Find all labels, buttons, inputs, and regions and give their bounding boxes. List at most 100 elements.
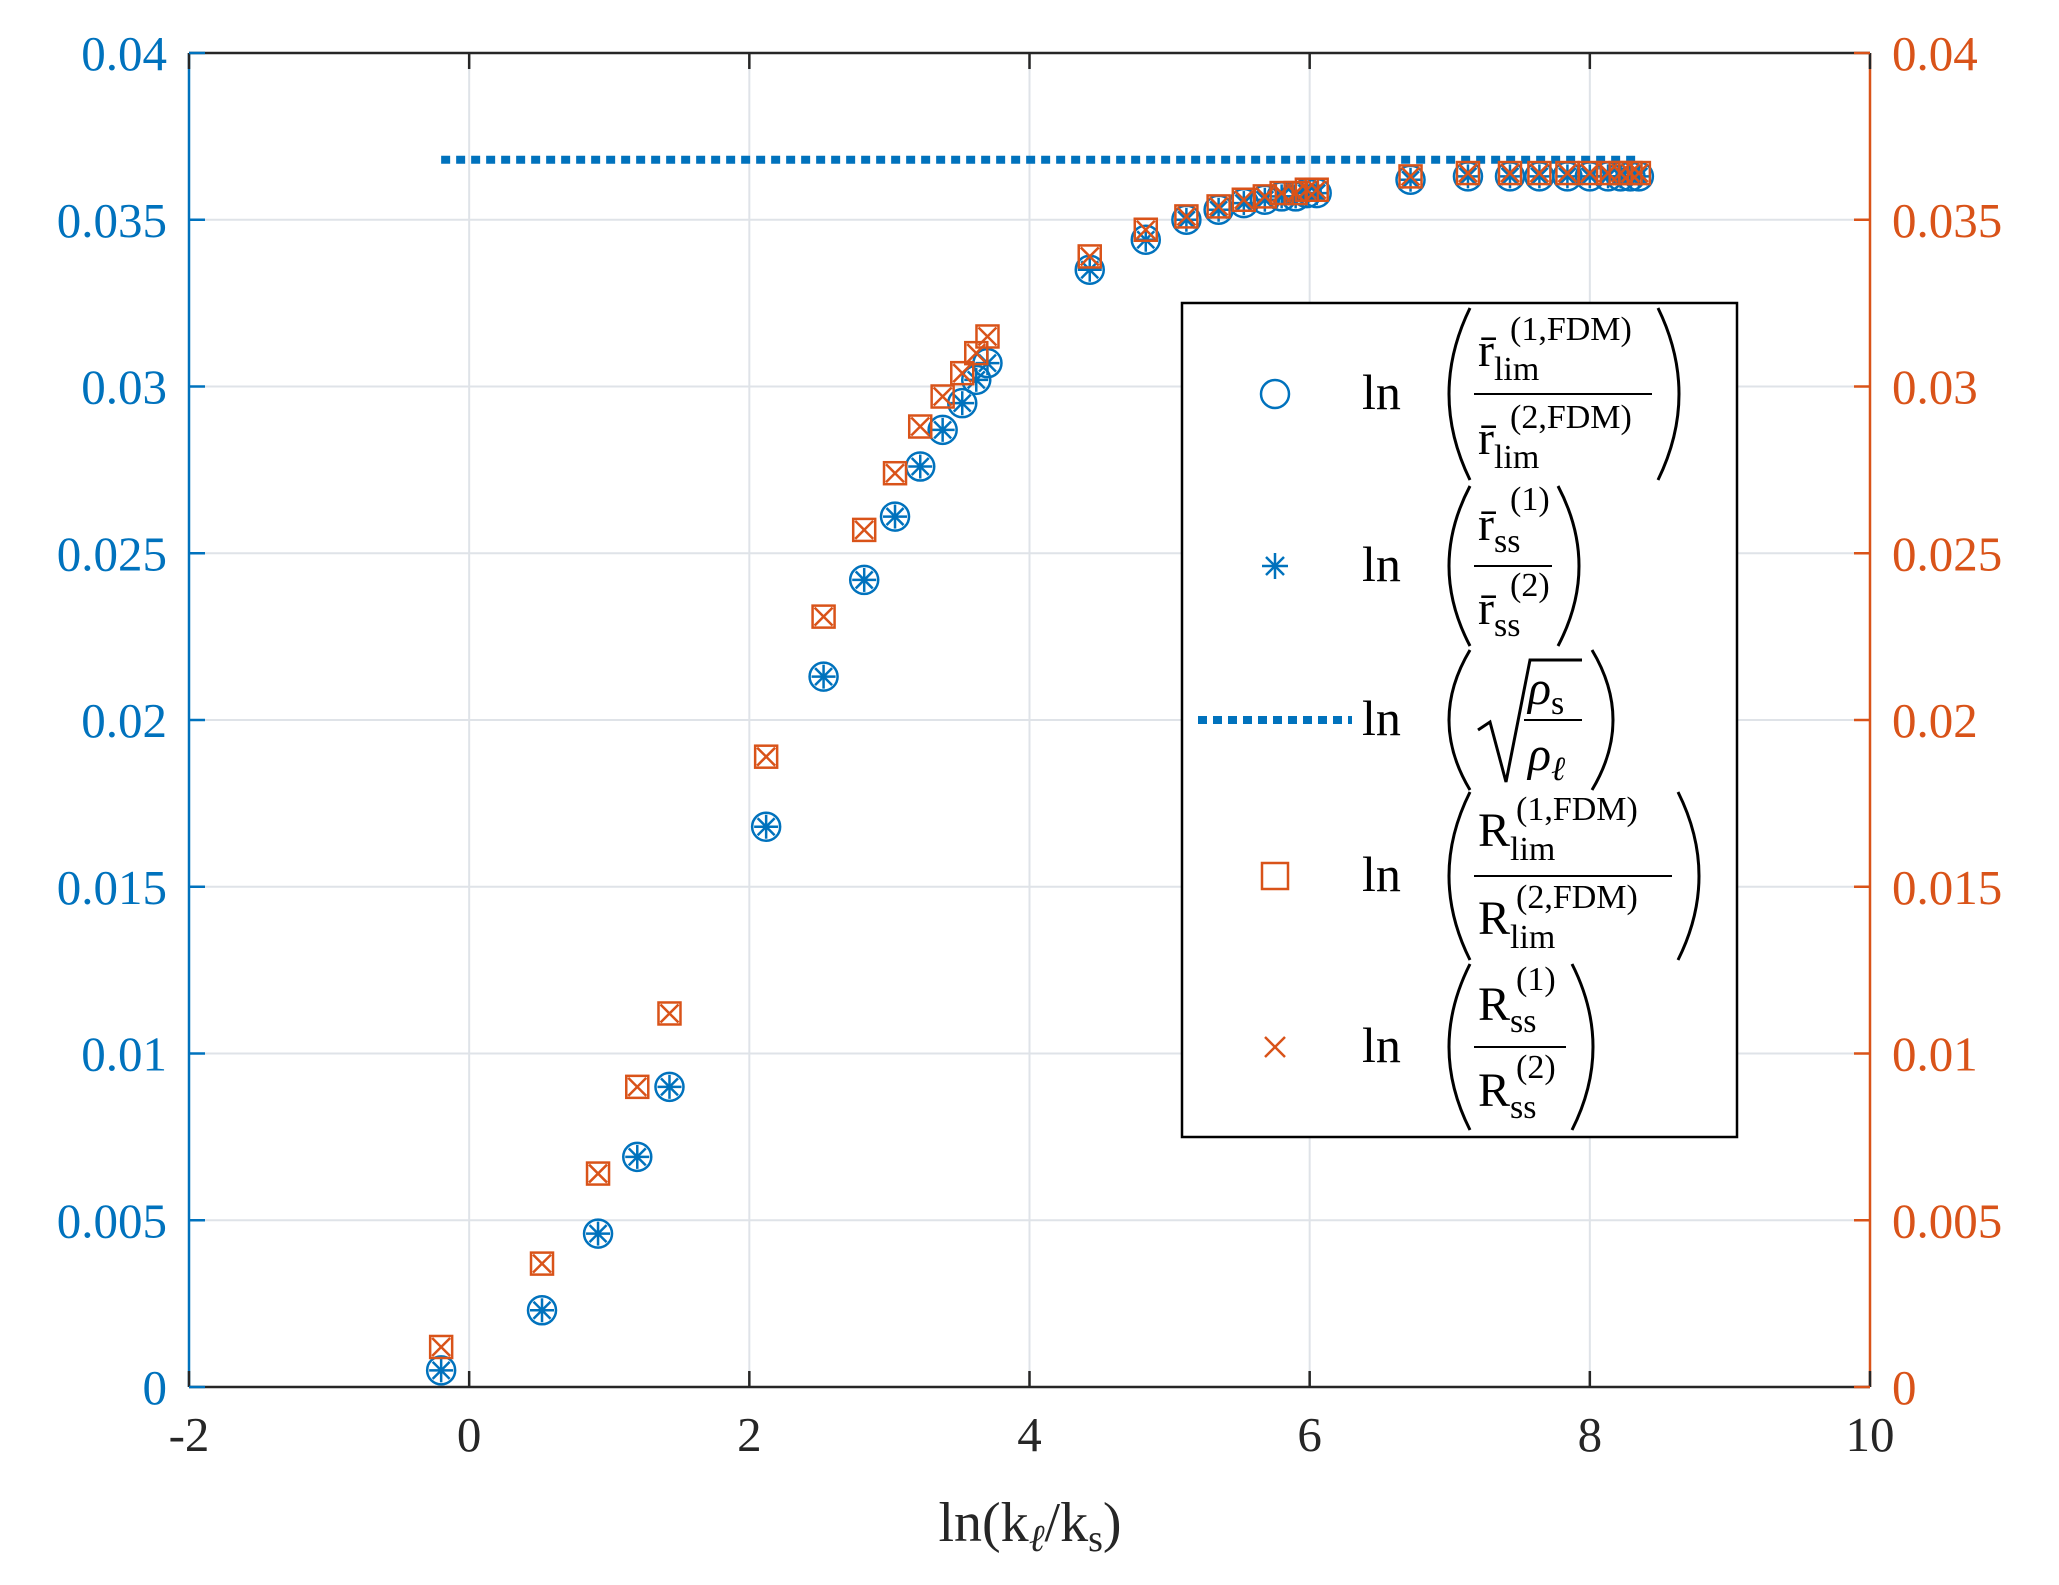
point-cross — [977, 326, 998, 347]
point-circle — [654, 1071, 685, 1103]
point-cross — [1306, 179, 1327, 200]
point-cross — [1135, 219, 1156, 240]
legend-ln-1: ln — [1362, 364, 1401, 420]
point-asterisk — [429, 1358, 454, 1383]
y-tick-label-right: 0.025 — [1892, 526, 2002, 581]
point-cross — [659, 1003, 680, 1024]
point-cross — [1620, 163, 1641, 183]
legend: ln r̄lim (1,FDM) r̄lim (2,FDM) ln r̄ss (… — [1180, 301, 1739, 1139]
legend-ln-5: ln — [1362, 1017, 1401, 1073]
y-tick-label-left: 0 — [143, 1360, 168, 1415]
point-square — [975, 324, 1000, 349]
point-circle — [622, 1141, 653, 1173]
legend-ln-3: ln — [1362, 690, 1401, 746]
legend-den-sup-4: (2,FDM) — [1516, 879, 1638, 916]
legend-entry-r-lim-fdm: ln r̄lim (1,FDM) r̄lim (2,FDM) — [1259, 307, 1681, 481]
point-cross — [1557, 163, 1578, 183]
point-asterisk — [1206, 197, 1231, 222]
legend-num-sup-2: (1) — [1510, 481, 1550, 518]
point-circle — [879, 501, 911, 532]
legend-paren-left-1 — [1447, 307, 1472, 481]
point-circle — [848, 564, 880, 596]
legend-num-sup-4: (1,FDM) — [1516, 791, 1638, 828]
point-cross — [932, 386, 953, 407]
point-square — [753, 744, 779, 769]
legend-den-sup-2: (2) — [1510, 567, 1550, 604]
y-tick-label-left: 0.035 — [57, 193, 167, 248]
point-square — [930, 384, 955, 409]
legend-entry-sqrt-density: ln ρs ρℓ — [1198, 649, 1615, 791]
point-cross — [532, 1253, 552, 1274]
point-square — [529, 1251, 555, 1276]
y-tick-label-right: 0.04 — [1892, 26, 1978, 81]
x-tick-label: -2 — [169, 1407, 210, 1462]
x-tick-label: 10 — [1846, 1407, 1895, 1462]
point-square — [1577, 160, 1603, 186]
point-square — [1206, 194, 1231, 219]
point-cross — [952, 363, 973, 384]
tick-labels: -2 0 2 4 6 8 1000.0050.010.0150.020.0250.030.0… — [57, 26, 2003, 1462]
point-square — [851, 517, 877, 543]
y-tick-label-right: 0 — [1892, 1360, 1917, 1415]
y-tick-label-right: 0.02 — [1892, 693, 1978, 748]
legend-entry-R-lim-fdm: ln Rlim (1,FDM) Rlim (2,FDM) — [1260, 791, 1701, 961]
legend-den-3: ρℓ — [1526, 728, 1565, 788]
point-cross — [1233, 189, 1254, 210]
point-cross — [885, 463, 905, 484]
point-square — [1077, 244, 1102, 269]
legend-den-sup-1: (2,FDM) — [1510, 399, 1632, 436]
legend-num-5: Rss — [1478, 978, 1536, 1040]
legend-num-3: ρs — [1526, 662, 1564, 722]
point-asterisk — [530, 1298, 555, 1323]
legend-den-4: Rlim — [1478, 892, 1555, 956]
point-cross — [1458, 163, 1478, 183]
point-square — [1133, 217, 1159, 243]
point-asterisk — [930, 417, 955, 442]
legend-cross-marker — [1264, 1036, 1286, 1058]
y-tick-label-right: 0.01 — [1892, 1027, 1978, 1082]
legend-ln-2: ln — [1362, 536, 1401, 592]
legend-den-sup-5: (2) — [1516, 1049, 1556, 1086]
point-cross — [627, 1076, 648, 1097]
point-square — [585, 1161, 611, 1186]
point-cross — [1285, 183, 1306, 203]
point-cross — [588, 1163, 608, 1184]
point-circle — [927, 414, 958, 446]
point-cross — [1271, 183, 1292, 203]
point-square — [907, 414, 933, 439]
x-tick-label: 8 — [1578, 1407, 1603, 1462]
point-cross — [1208, 196, 1229, 217]
y-tick-label-left: 0.025 — [57, 526, 167, 581]
legend-paren-left-5 — [1447, 963, 1472, 1131]
point-circle — [1130, 224, 1162, 256]
y-tick-label-left: 0.005 — [57, 1193, 167, 1248]
point-cross — [1579, 163, 1600, 183]
y-tick-label-left: 0.01 — [81, 1027, 167, 1082]
legend-entry-r-ss: ln r̄ss (1) r̄ss (2) — [1262, 481, 1581, 647]
point-cross — [1296, 179, 1317, 200]
point-square — [1626, 160, 1652, 186]
legend-den-1: r̄lim — [1478, 412, 1539, 476]
point-square — [1269, 180, 1294, 206]
point-asterisk — [586, 1221, 611, 1246]
point-cross — [1529, 163, 1550, 183]
point-asterisk — [908, 454, 933, 479]
point-circle — [425, 1355, 457, 1386]
legend-square-marker — [1260, 861, 1290, 891]
point-asterisk — [625, 1144, 650, 1169]
point-circle — [750, 811, 782, 842]
legend-paren-right-2 — [1556, 485, 1581, 647]
point-square — [811, 604, 836, 629]
point-square — [1527, 160, 1552, 186]
x-tick-label: 2 — [737, 1407, 762, 1462]
point-square — [657, 1001, 682, 1026]
y-tick-label-right: 0.005 — [1892, 1193, 2002, 1248]
point-cross — [1254, 186, 1275, 207]
legend-entry-R-ss: ln Rss (1) Rss (2) — [1264, 961, 1595, 1131]
point-asterisk — [657, 1074, 682, 1099]
point-cross — [1628, 163, 1649, 183]
point-asterisk — [754, 814, 779, 839]
point-circle — [961, 364, 992, 396]
x-tick-label: 6 — [1297, 1407, 1322, 1462]
